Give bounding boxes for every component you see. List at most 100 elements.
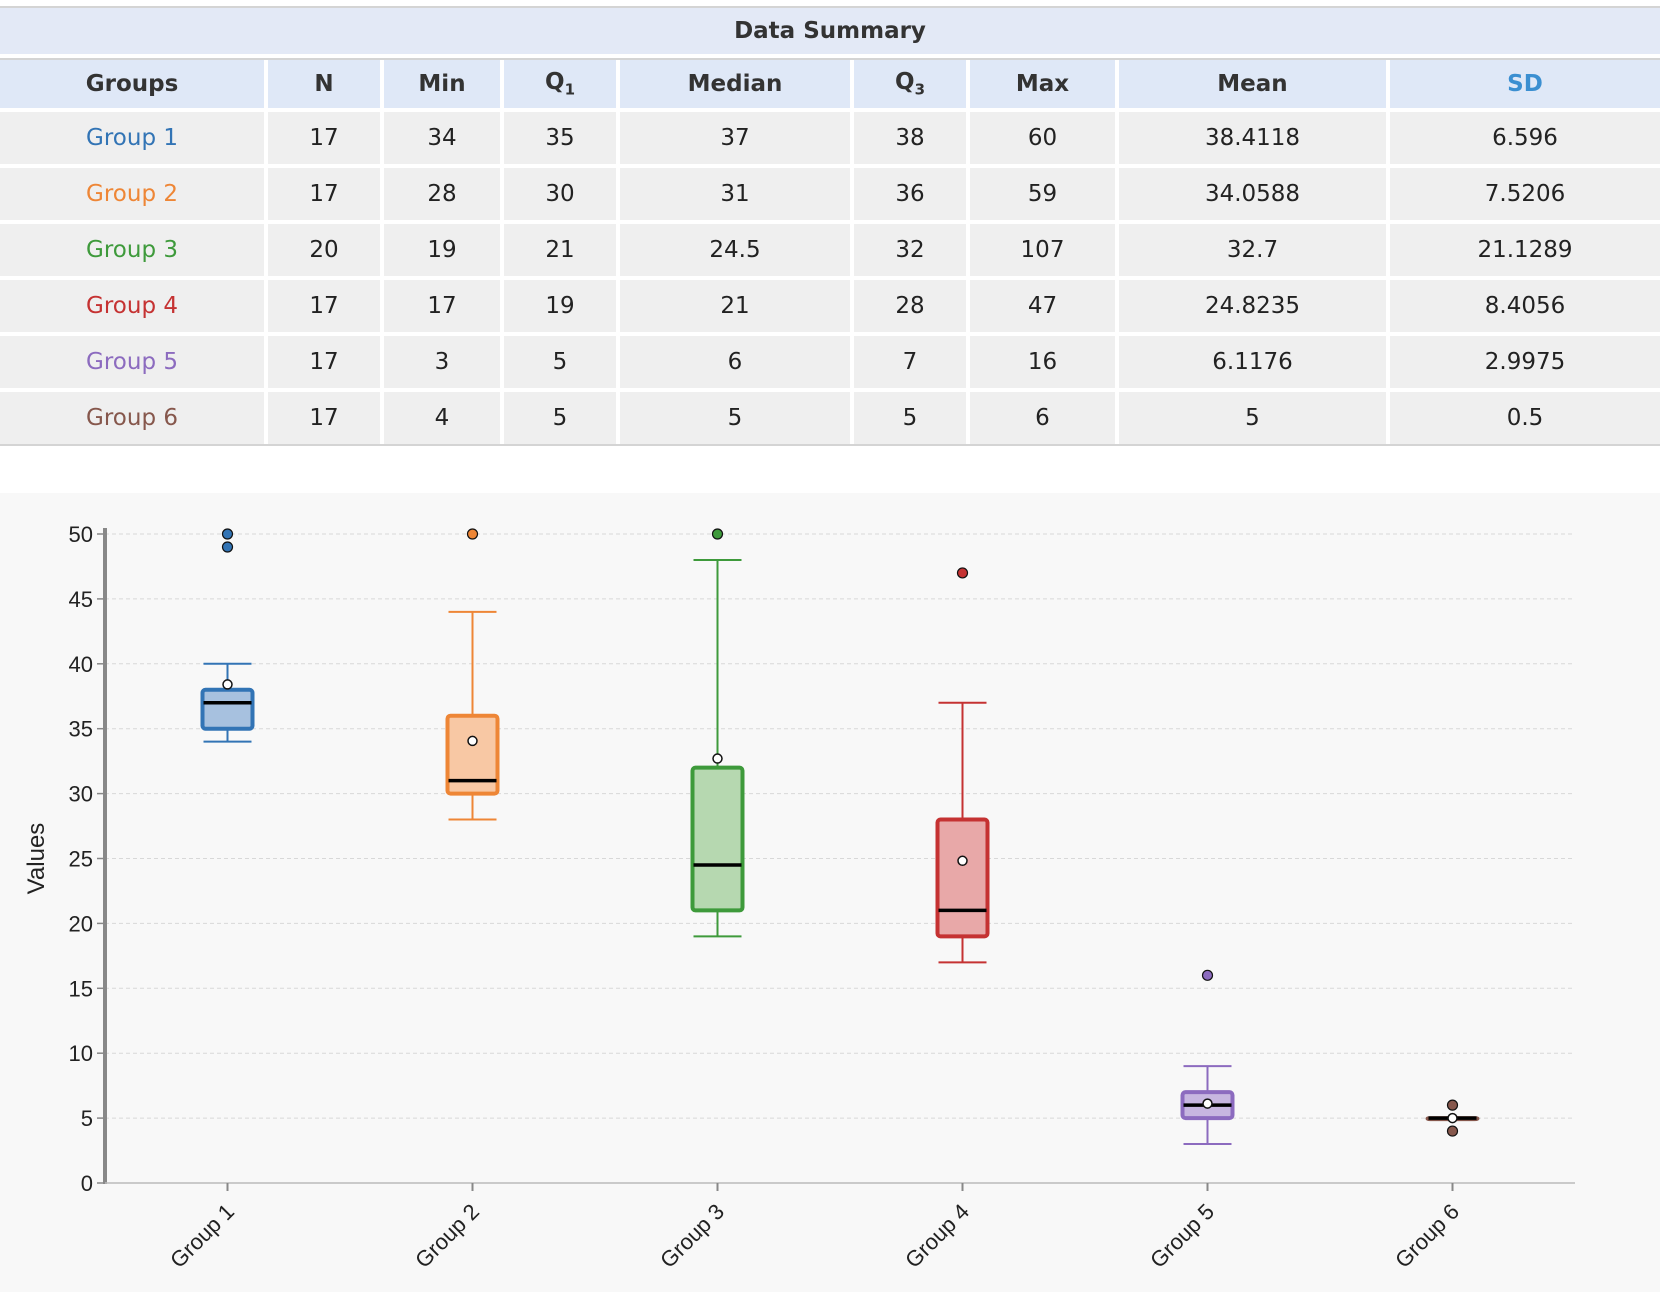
cell-n: 17: [268, 392, 384, 444]
cell-q1: 5: [504, 392, 620, 444]
iqr-box: [445, 713, 500, 796]
cell-n: 17: [268, 336, 384, 392]
header-q1[interactable]: Q1: [504, 60, 620, 112]
cell-mean: 5: [1119, 392, 1390, 444]
header-mean[interactable]: Mean: [1119, 60, 1390, 112]
cell-q3: 32: [854, 224, 970, 280]
y-axis-label: Values: [23, 823, 50, 895]
table-row: Group 4 17 17 19 21 28 47 24.8235 8.4056: [0, 280, 1660, 336]
header-groups[interactable]: Groups: [0, 60, 268, 112]
cell-q3: 38: [854, 112, 970, 168]
cell-mean: 32.7: [1119, 224, 1390, 280]
cell-median: 5: [620, 392, 854, 444]
cell-median: 37: [620, 112, 854, 168]
outlier-point: [711, 528, 724, 540]
cell-sd: 2.9975: [1390, 336, 1660, 392]
iqr-box: [935, 817, 990, 939]
cell-mean: 6.1176: [1119, 336, 1390, 392]
cell-n: 17: [268, 280, 384, 336]
cell-q3: 7: [854, 336, 970, 392]
box-4: [935, 567, 990, 964]
cell-min: 28: [384, 168, 504, 224]
x-tick-label: Group 5: [1145, 1199, 1219, 1273]
cell-q1: 19: [504, 280, 620, 336]
header-row: Groups N Min Q1 Median Q3 Max Mean SD: [0, 60, 1660, 112]
header-q1-base: Q: [545, 69, 565, 96]
cell-sd: 0.5: [1390, 392, 1660, 444]
header-median[interactable]: Median: [620, 60, 854, 112]
cell-min: 4: [384, 392, 504, 444]
cell-q1: 30: [504, 168, 620, 224]
mean-marker: [957, 855, 968, 867]
cell-group: Group 4: [0, 280, 268, 336]
cell-max: 107: [970, 224, 1119, 280]
iqr-box: [200, 687, 255, 731]
table-row: Group 5 17 3 5 6 7 16 6.1176 2.9975: [0, 336, 1660, 392]
cell-q3: 5: [854, 392, 970, 444]
y-tick-label: 40: [69, 652, 93, 677]
cell-q3: 28: [854, 280, 970, 336]
cell-n: 17: [268, 168, 384, 224]
x-tick-label: Group 4: [900, 1199, 974, 1273]
outlier-point: [956, 567, 969, 579]
y-tick-label: 5: [81, 1106, 93, 1131]
cell-median: 6: [620, 336, 854, 392]
mean-marker: [222, 679, 233, 690]
cell-sd: 6.596: [1390, 112, 1660, 168]
table-body: Group 1 17 34 35 37 38 60 38.4118 6.596 Group 2 17…: [0, 112, 1660, 444]
outlier-point: [1446, 1125, 1459, 1137]
table-row: Group 2 17 28 30 31 36 59 34.0588 7.5206: [0, 168, 1660, 224]
cell-group: Group 1: [0, 112, 268, 168]
box-3: [690, 528, 745, 938]
cell-group: Group 2: [0, 168, 268, 224]
cell-mean: 38.4118: [1119, 112, 1390, 168]
cell-max: 6: [970, 392, 1119, 444]
cell-group: Group 3: [0, 224, 268, 280]
cell-min: 17: [384, 280, 504, 336]
y-tick-label: 15: [69, 976, 93, 1001]
cell-max: 47: [970, 280, 1119, 336]
header-q3[interactable]: Q3: [854, 60, 970, 112]
cell-max: 16: [970, 336, 1119, 392]
header-min[interactable]: Min: [384, 60, 504, 112]
cell-max: 60: [970, 112, 1119, 168]
box-1: [200, 528, 255, 743]
header-q3-sub: 3: [914, 80, 925, 99]
outlier-point: [221, 541, 234, 553]
table-row: Group 6 17 4 5 5 5 6 5 0.5: [0, 392, 1660, 444]
header-sd[interactable]: SD: [1390, 60, 1660, 112]
y-tick-label: 50: [69, 522, 93, 547]
mean-marker: [1447, 1112, 1458, 1124]
cell-min: 19: [384, 224, 504, 280]
data-summary-table: Data Summary Groups N Min Q1 Median Q3 M…: [0, 6, 1660, 446]
header-q1-sub: 1: [564, 80, 575, 99]
y-tick-label: 45: [69, 587, 93, 612]
cell-sd: 7.5206: [1390, 168, 1660, 224]
table-row: Group 3 20 19 21 24.5 32 107 32.7 21.1289: [0, 224, 1660, 280]
cell-min: 3: [384, 336, 504, 392]
y-tick-label: 35: [69, 717, 93, 742]
outlier-point: [1446, 1099, 1459, 1111]
table-caption: Data Summary: [0, 6, 1660, 58]
outlier-point: [1201, 969, 1214, 981]
table-row: Group 1 17 34 35 37 38 60 38.4118 6.596: [0, 112, 1660, 168]
y-tick-label: 10: [69, 1041, 93, 1066]
cell-sd: 21.1289: [1390, 224, 1660, 280]
cell-n: 20: [268, 224, 384, 280]
y-tick-label: 0: [81, 1171, 93, 1196]
cell-median: 24.5: [620, 224, 854, 280]
y-tick-label: 30: [69, 782, 93, 807]
cell-mean: 34.0588: [1119, 168, 1390, 224]
header-max[interactable]: Max: [970, 60, 1119, 112]
iqr-box: [690, 765, 745, 913]
mean-marker: [1202, 1098, 1213, 1109]
header-q3-base: Q: [895, 69, 915, 96]
cell-median: 21: [620, 280, 854, 336]
header-n[interactable]: N: [268, 60, 384, 112]
cell-q1: 21: [504, 224, 620, 280]
cell-q3: 36: [854, 168, 970, 224]
y-tick-label: 20: [69, 911, 93, 936]
cell-group: Group 5: [0, 336, 268, 392]
x-tick-label: Group 3: [655, 1199, 729, 1273]
mean-marker: [712, 753, 723, 764]
